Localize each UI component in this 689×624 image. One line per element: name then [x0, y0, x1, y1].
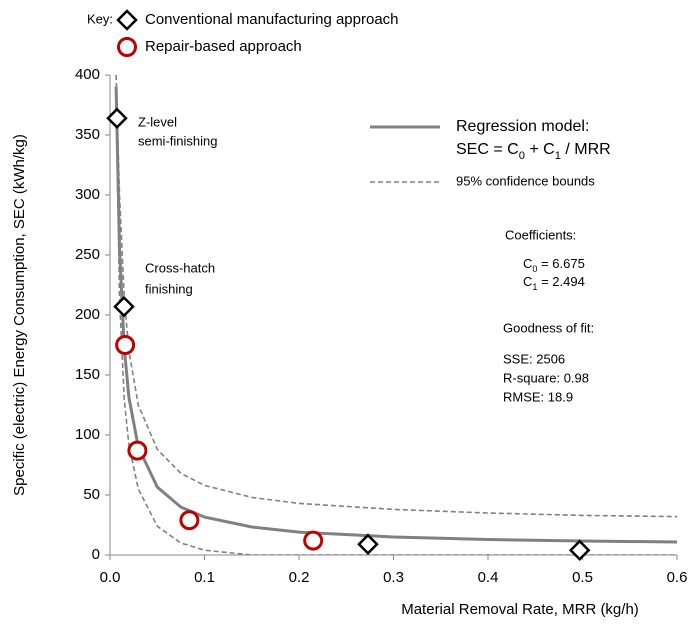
annotation: semi-finishing — [138, 133, 217, 148]
annotation-part: C — [523, 274, 532, 289]
x-tick-label: 0.4 — [478, 569, 499, 586]
x-tick-label: 0.2 — [289, 569, 310, 586]
annotation: R-square: 0.98 — [503, 370, 589, 385]
y-tick-label: 400 — [75, 66, 100, 83]
circle-marker — [303, 530, 324, 551]
y-tick-label: 350 — [75, 126, 100, 143]
upper-bound — [115, 75, 677, 518]
y-tick-label: 50 — [83, 486, 100, 503]
annotation-part: / MRR — [561, 141, 611, 158]
annotation-part: = 2.494 — [537, 274, 584, 289]
x-tick-label: 0.1 — [194, 569, 215, 586]
annotation-part: 0 — [519, 150, 525, 162]
annotation: Goodness of fit: — [503, 320, 594, 335]
x-axis-label: Material Removal Rate, MRR (kg/h) — [401, 601, 639, 618]
legend-label: Conventional manufacturing approach — [145, 11, 399, 28]
y-tick-label: 200 — [75, 306, 100, 323]
y-tick-label: 100 — [75, 426, 100, 443]
annotation-part: SEC = C — [456, 141, 519, 158]
y-tick-label: 250 — [75, 246, 100, 263]
circle-marker — [179, 510, 200, 531]
annotation-part: C — [523, 256, 532, 271]
x-tick-label: 0.5 — [572, 569, 593, 586]
annotation: C1 = 2.494 — [523, 274, 585, 292]
annotation: finishing — [145, 281, 193, 296]
circle-marker — [127, 440, 148, 461]
lower-bound — [115, 98, 677, 555]
annotation-part: = 6.675 — [537, 256, 584, 271]
y-axis-label: Specific (electric) Energy Consumption, … — [11, 134, 28, 496]
annotation-part: + C — [525, 141, 555, 158]
annotation-part: 1 — [555, 150, 561, 162]
annotation: Cross-hatch — [145, 260, 215, 275]
annotation: SSE: 2506 — [503, 351, 565, 366]
y-tick-label: 0 — [92, 546, 100, 563]
key-label: Key: — [87, 11, 113, 26]
legend-label: 95% confidence bounds — [456, 173, 595, 188]
annotation: C0 = 6.675 — [523, 256, 585, 274]
legend-label: Repair-based approach — [145, 38, 302, 55]
annotation: SEC = C0 + C1 / MRR — [456, 141, 611, 162]
diamond-marker — [113, 295, 135, 318]
legend-label: Regression model: — [456, 118, 589, 135]
annotation: Z-level — [138, 114, 177, 129]
x-tick-label: 0.0 — [100, 569, 121, 586]
diamond-marker — [357, 533, 379, 555]
annotation: Coefficients: — [505, 227, 576, 242]
diamond-marker — [116, 9, 138, 31]
annotation-part: 1 — [532, 282, 537, 292]
diamond-marker — [106, 107, 128, 129]
y-tick-label: 150 — [75, 366, 100, 383]
diamond-marker — [568, 539, 591, 561]
circle-marker — [115, 335, 136, 355]
y-tick-label: 300 — [75, 186, 100, 203]
circle-marker — [117, 37, 137, 57]
annotation-part: 0 — [532, 264, 537, 274]
x-tick-label: 0.3 — [383, 569, 404, 586]
x-tick-label: 0.6 — [667, 569, 688, 586]
annotation: RMSE: 18.9 — [503, 389, 573, 404]
